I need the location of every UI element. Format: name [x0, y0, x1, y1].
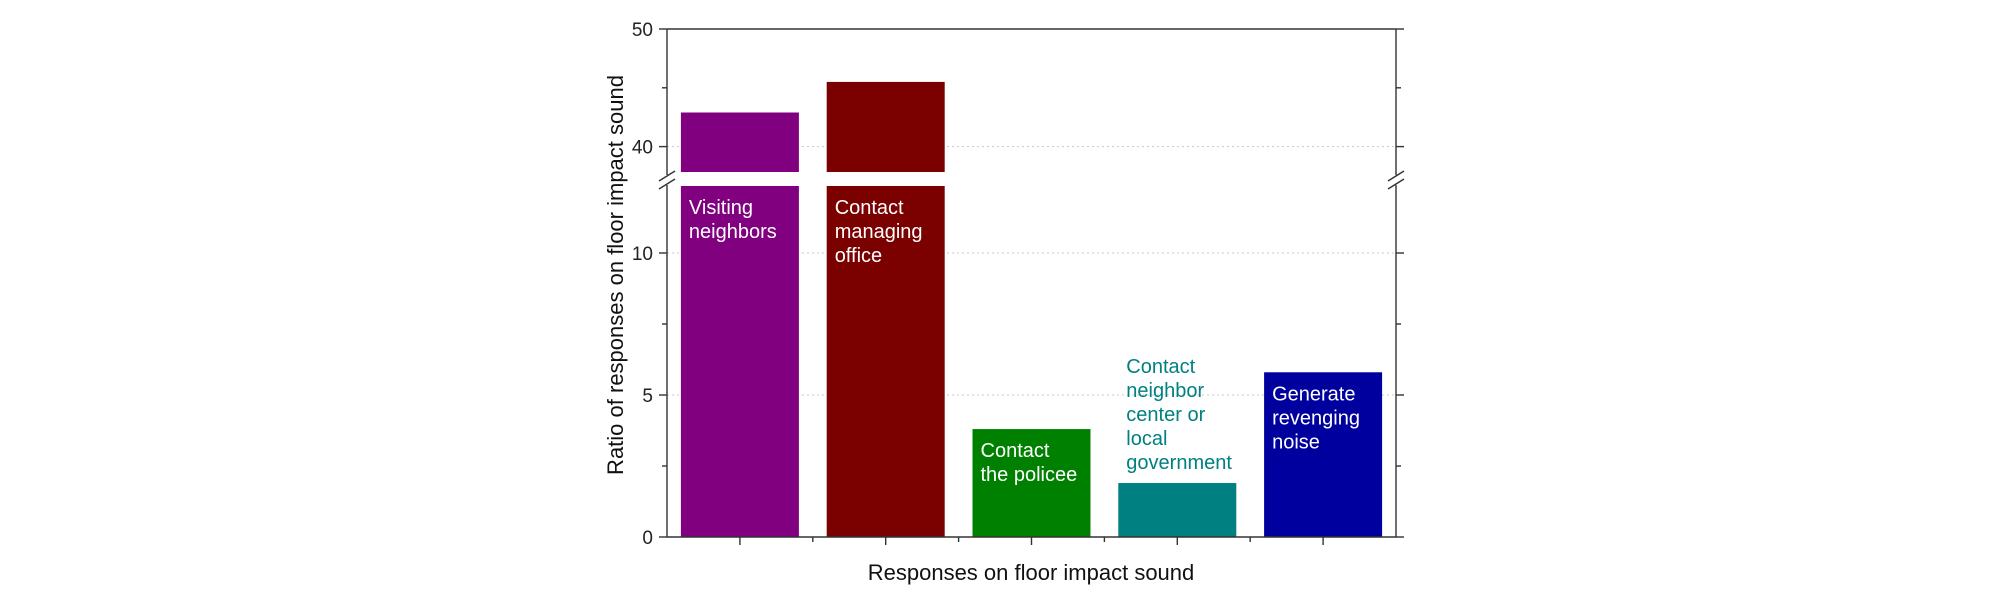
bar: [826, 186, 945, 537]
y-tick-label: 10: [632, 244, 653, 265]
bar: [1264, 372, 1383, 537]
bar-label: Contact managing office: [835, 197, 923, 267]
bars: [680, 81, 1383, 537]
axis-break-mark: [1387, 170, 1405, 182]
x-axis-title: Responses on floor impact sound: [868, 560, 1195, 585]
y-axis-title: Ratio of responses on floor impact sound: [603, 75, 628, 475]
bar-label: Contact neighbor center or local government: [1126, 356, 1232, 474]
bar-labels: Visiting neighbors Contact managing office Co…: [689, 197, 1360, 486]
axis-break-mark: [1387, 178, 1405, 190]
bar-label: Contact the policee: [981, 440, 1078, 486]
axis-break-mark: [658, 178, 676, 190]
y-tick-label: 40: [632, 138, 653, 159]
y-tick-label: 50: [632, 20, 653, 41]
axes: 0 5 10 40 50: [632, 20, 1405, 549]
bar-upper-segment: [680, 112, 799, 172]
y-tick-label: 0: [642, 528, 653, 549]
axis-break-mark: [658, 170, 676, 182]
bar-label: Visiting neighbors: [689, 197, 777, 243]
bar: [972, 429, 1091, 537]
bar: [680, 186, 799, 537]
y-tick-label: 5: [642, 386, 653, 407]
bar-upper-segment: [826, 81, 945, 172]
bar-label: Generate revenging noise: [1272, 383, 1360, 453]
bar: [1118, 483, 1237, 537]
